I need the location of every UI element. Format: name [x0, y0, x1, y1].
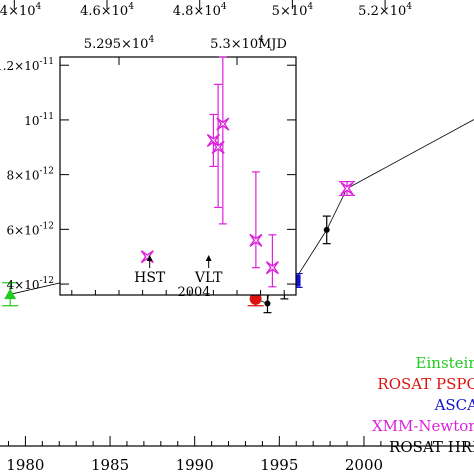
x-tick-label: 1985	[91, 456, 129, 474]
inset-top-axis-ticks: 5.295×104 5.3×104	[84, 35, 264, 65]
legend: Einstein ROSAT PSPC ASCA XMM-Newton ROSA…	[372, 354, 474, 456]
legend-entry-xmm-newton: XMM-Newton	[372, 417, 474, 435]
x-tick-label: 1990	[176, 456, 214, 474]
annotation-label: VLT	[194, 270, 223, 286]
annotation-arrow-head	[205, 255, 212, 261]
inset-data-point-star	[216, 117, 230, 131]
data-point-triangle	[4, 288, 17, 300]
inset-error-bar	[218, 56, 227, 225]
data-point-star	[340, 181, 354, 196]
inset-top-tick-label: 5.3×104	[210, 35, 264, 52]
inset-y-tick-label: 8×10-12	[7, 167, 54, 183]
inset-y-tick-label: 10-11	[24, 112, 54, 128]
legend-entry-asca: ASCA	[434, 396, 474, 414]
legend-entry-rosat-pspc: ROSAT PSPC	[377, 375, 474, 393]
inset-y-tick-label: 6×10-12	[7, 221, 54, 237]
inset-annotation-vlt: VLT	[194, 255, 223, 286]
inset-x-axis-label: 2004	[177, 285, 210, 300]
x-tick-label: 1980	[6, 456, 44, 474]
inset-y-tick-label: 4×10-12	[7, 276, 54, 292]
main-plot-frame	[0, 445, 474, 447]
top-tick-label: 5.2×104	[358, 2, 412, 19]
inset-y-axis-ticks: 1.2×10-11 10-11 8×10-12 6×10-12 4×10-12	[0, 57, 296, 292]
annotation-arrow-head	[146, 255, 153, 261]
inset-error-bar	[251, 171, 260, 269]
inset-plot-frame	[59, 56, 297, 296]
inset-annotation-hst: HST	[134, 255, 166, 286]
inset-top-axis-label: MJD	[258, 37, 287, 52]
main-x-axis-ticks: 1980 1985 1990 1995 2000	[6, 436, 467, 474]
top-tick-label: 4.6×104	[80, 2, 134, 19]
inset-plot: 5.295×104 5.3×104 1.2×10-11 10-11 8×10-12 6×…	[0, 35, 297, 300]
data-point-circle	[249, 292, 262, 305]
inset-data-point-star	[211, 140, 225, 154]
data-point-dot	[264, 300, 271, 307]
inset-data-points	[140, 56, 279, 288]
x-tick-label: 2000	[345, 456, 383, 474]
data-point-dot	[323, 226, 330, 233]
inset-error-bar	[268, 234, 277, 288]
legend-entry-einstein: Einstein	[416, 354, 474, 372]
top-tick-label: 4.4×104	[0, 2, 42, 19]
inset-data-point-star	[249, 233, 263, 247]
inset-data-point-star	[265, 261, 279, 275]
annotation-label: HST	[134, 270, 166, 286]
inset-annotations: HST VLT	[134, 255, 223, 286]
inset-top-tick-label: 5.295×104	[84, 35, 155, 52]
top-tick-label: 5×104	[272, 2, 314, 19]
main-top-axis-ticks: 4.4×104 4.6×104 4.8×104 5×104 5.2×104	[0, 0, 412, 19]
top-tick-label: 4.8×104	[173, 2, 227, 19]
legend-entry-rosat-hri: ROSAT HRI	[389, 438, 474, 456]
x-tick-label: 1995	[260, 456, 298, 474]
inset-y-tick-label: 1.2×10-11	[0, 57, 54, 73]
inset-axis-ticks	[71, 290, 285, 295]
